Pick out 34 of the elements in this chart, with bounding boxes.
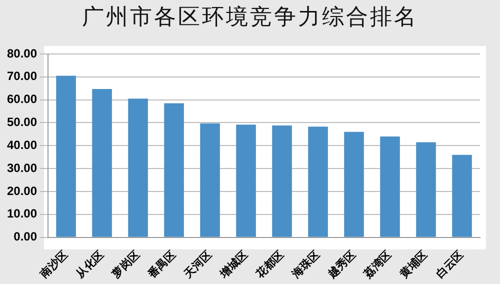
bar — [200, 123, 220, 237]
y-tick-label: 60.00 — [7, 92, 38, 106]
bar — [236, 124, 256, 237]
bar — [344, 132, 364, 237]
x-tick-label: 越秀区 — [324, 248, 358, 282]
x-tick-label: 花都区 — [252, 248, 286, 282]
y-tick-label: 80.00 — [7, 46, 38, 60]
bar — [56, 76, 76, 237]
bar — [452, 154, 472, 237]
y-tick-label: 40.00 — [7, 138, 38, 152]
bar — [308, 126, 328, 237]
bar — [164, 103, 184, 237]
x-tick-label: 荔湾区 — [360, 248, 394, 282]
x-tick-label: 南沙区 — [36, 248, 70, 282]
chart-title: 广州市各区环境竞争力综合排名 — [81, 4, 419, 32]
x-tick-label: 黄埔区 — [396, 248, 430, 282]
y-tick-label: 30.00 — [7, 160, 38, 175]
x-tick-label: 番禺区 — [144, 248, 178, 282]
x-tick-label: 海珠区 — [288, 248, 322, 282]
y-tick-label: 50.00 — [7, 115, 38, 130]
bar — [128, 98, 148, 237]
bar — [272, 126, 292, 237]
bar — [416, 142, 436, 237]
x-tick-label: 白云区 — [434, 248, 466, 280]
x-tick-label: 萝岗区 — [108, 248, 142, 282]
bar — [92, 89, 112, 237]
y-tick-label: 70.00 — [7, 69, 38, 84]
x-tick-label: 增城区 — [216, 248, 250, 282]
bar — [380, 136, 400, 237]
x-tick-label: 天河区 — [180, 248, 214, 282]
x-tick-label: 从化区 — [72, 248, 106, 282]
y-tick-label: 0.00 — [14, 230, 38, 244]
y-tick-label: 10.00 — [7, 206, 38, 221]
y-tick-label: 20.00 — [7, 184, 38, 198]
